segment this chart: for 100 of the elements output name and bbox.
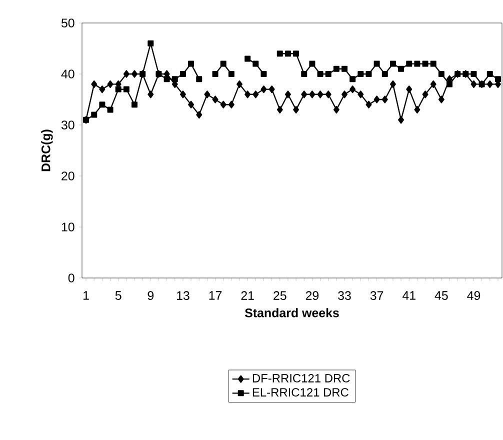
point (148, 90, 154, 98)
point (260, 85, 267, 94)
point (430, 60, 436, 67)
point (284, 90, 291, 98)
point (374, 96, 380, 104)
point (244, 56, 251, 62)
x-tick-label: 29 (306, 291, 319, 300)
x-tick-label: 1 (84, 291, 89, 300)
point (414, 106, 420, 114)
y-tick-label: 50 (61, 18, 74, 28)
point (228, 70, 234, 77)
x-tick-label: 41 (402, 291, 416, 300)
point (276, 50, 283, 57)
point (293, 106, 300, 114)
point (220, 60, 226, 67)
point (382, 96, 388, 104)
point (212, 96, 218, 104)
point (107, 80, 114, 88)
point (333, 66, 340, 72)
point (390, 60, 396, 67)
x-tick-label: 37 (370, 291, 384, 300)
x-tick-label: 17 (209, 291, 222, 300)
point (422, 90, 428, 98)
point (398, 66, 404, 72)
y-tick-label: 40 (61, 70, 74, 78)
point (99, 85, 106, 94)
point (236, 80, 243, 88)
point (358, 90, 364, 98)
point (422, 60, 428, 67)
point (188, 100, 194, 108)
x-tick-label: 5 (115, 291, 122, 300)
point (342, 66, 348, 72)
point (494, 76, 501, 82)
point (325, 70, 332, 77)
point (301, 90, 308, 98)
x-tick-label: 9 (148, 291, 154, 300)
point (132, 70, 138, 78)
point (172, 76, 178, 82)
point (438, 96, 444, 104)
point (406, 60, 412, 67)
point (430, 80, 436, 88)
legend-label: EL-RRIC121 DRC (252, 388, 348, 397)
point (317, 90, 324, 98)
point (123, 70, 130, 78)
point (284, 50, 291, 57)
point (446, 81, 453, 88)
y-tick-label: 20 (62, 172, 74, 180)
point (333, 106, 340, 114)
point (99, 102, 106, 108)
x-tick-label: 13 (176, 291, 190, 300)
y-axis-title: DRC(g) (41, 130, 53, 172)
point (196, 76, 202, 82)
point (276, 106, 283, 114)
point (91, 80, 98, 88)
point (374, 60, 380, 67)
point (148, 40, 154, 46)
point (309, 90, 316, 98)
point (140, 70, 146, 77)
point (366, 70, 372, 77)
point (438, 70, 444, 77)
x-tick-label: 49 (467, 291, 480, 300)
point (212, 70, 218, 77)
point (325, 90, 332, 98)
point (204, 90, 210, 98)
point (414, 60, 420, 67)
point (350, 76, 356, 82)
x-axis-title: Standard weeks (244, 308, 339, 318)
point (156, 70, 162, 77)
point (123, 86, 130, 92)
point (252, 60, 259, 67)
point (390, 80, 396, 88)
point (244, 90, 251, 98)
y-tick-label: 10 (62, 222, 74, 232)
point (164, 76, 170, 82)
point (470, 80, 477, 88)
point (398, 116, 404, 124)
point (470, 70, 477, 77)
point (382, 70, 388, 77)
x-tick-label: 45 (434, 291, 448, 300)
point (83, 116, 90, 123)
legend-label: DF-RRIC121 DRC (252, 374, 350, 382)
point (358, 70, 364, 77)
point (268, 85, 275, 94)
point (342, 90, 348, 98)
point (293, 50, 300, 57)
point (115, 86, 122, 92)
point (91, 112, 98, 118)
point (132, 102, 138, 108)
point (454, 70, 461, 77)
point (486, 70, 493, 77)
point (180, 90, 186, 98)
y-tick-label: 0 (68, 274, 74, 282)
point (252, 90, 259, 98)
point (180, 70, 186, 77)
point (196, 110, 202, 119)
point (486, 80, 493, 88)
point (317, 70, 324, 77)
point (260, 70, 267, 77)
point (301, 70, 308, 77)
point (220, 100, 226, 108)
